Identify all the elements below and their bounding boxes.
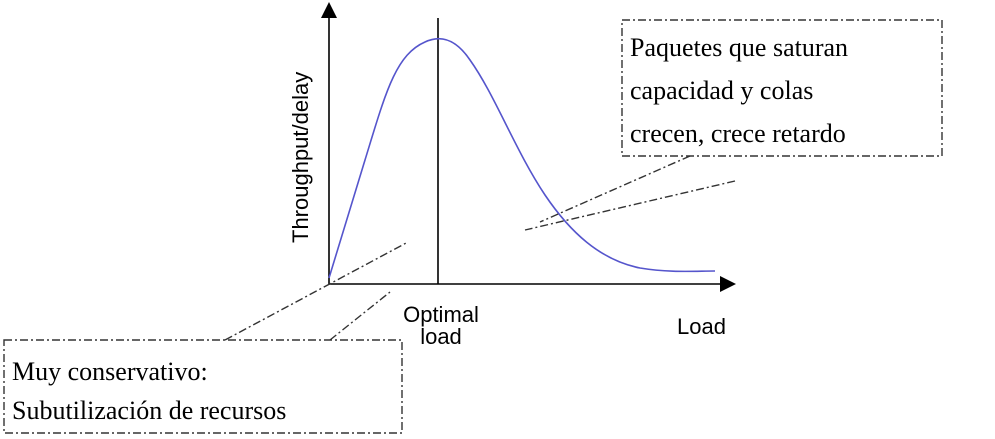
optimal-load-label-line2: load xyxy=(420,324,462,349)
callout-congestion-line1: Paquetes que saturan xyxy=(630,33,848,62)
callout-congestion-line3: crecen, crece retardo xyxy=(630,119,846,148)
callout-underuse-pointer-1 xyxy=(224,241,409,341)
x-axis-label: Load xyxy=(677,314,726,339)
callout-congestion-box xyxy=(621,19,943,157)
throughput-curve xyxy=(328,37,716,279)
callout-underuse-pointer-2 xyxy=(329,291,391,341)
callout-underuse-line2: Subutilización de recursos xyxy=(12,396,286,425)
y-axis-label: Throughput/delay xyxy=(288,72,313,243)
callout-congestion-pointer-1 xyxy=(539,155,691,223)
optimal-load-label-line1: Optimal xyxy=(403,302,479,327)
callout-underuse: Muy conservativo: Subutilización de recu… xyxy=(3,241,409,434)
callout-underuse-line1: Muy conservativo: xyxy=(12,357,208,386)
callout-congestion: Paquetes que saturan capacidad y colas c… xyxy=(524,19,943,231)
callout-congestion-pointer-2 xyxy=(524,180,736,231)
callout-underuse-box xyxy=(3,339,403,434)
callout-congestion-line2: capacidad y colas xyxy=(630,76,813,105)
